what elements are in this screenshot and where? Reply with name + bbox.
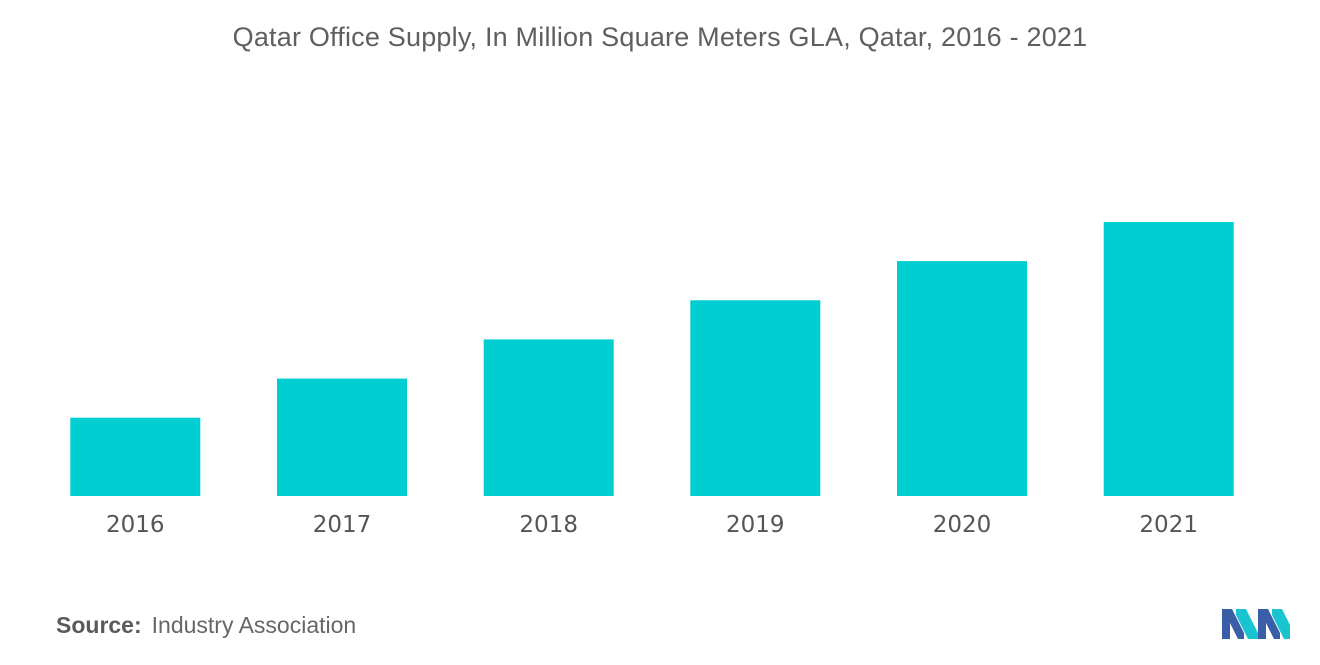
bar-2019 [690, 300, 821, 496]
bar-2020 [897, 261, 1027, 496]
x-tick-label: 2017 [313, 512, 372, 538]
bar-2017 [277, 378, 407, 496]
source-text: Industry Association [151, 612, 357, 638]
bar-2018 [483, 339, 614, 496]
bar-2021 [1103, 222, 1234, 496]
x-tick-label: 2019 [726, 512, 785, 538]
x-tick-label: 2021 [1139, 512, 1198, 538]
chart-title: Qatar Office Supply, In Million Square M… [232, 22, 1088, 52]
bar-2016 [70, 417, 201, 496]
bars-group [70, 222, 1234, 496]
source-label: Source: [56, 612, 142, 638]
mordor-intelligence-logo-icon [1222, 609, 1290, 639]
x-tick-labels: 2016 2017 2018 2019 2020 2021 [106, 512, 1198, 538]
x-tick-label: 2016 [106, 512, 165, 538]
source-line: Source: Industry Association [56, 612, 356, 639]
x-tick-label: 2018 [519, 512, 578, 538]
x-tick-label: 2020 [933, 512, 992, 538]
